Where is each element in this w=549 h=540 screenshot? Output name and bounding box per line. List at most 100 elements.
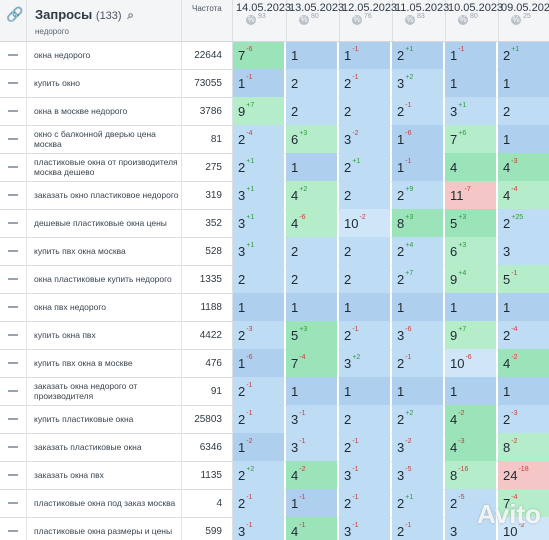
query-text[interactable]: купить окно [34,78,80,88]
position-cell[interactable]: 1 [445,293,497,321]
date-column-header[interactable]: 12.05.2023% 76 [339,0,397,41]
table-row[interactable]: окна пластиковые купить недорого 1335 2 2 2 2… [0,265,549,294]
position-cell[interactable]: 4-2 [445,405,497,433]
position-cell[interactable]: 7-6 [233,41,285,69]
query-text[interactable]: купить пластиковые окна [34,414,134,424]
date-column-header[interactable]: 13.05.2023% 80 [286,0,344,41]
table-row[interactable]: заказать окна пвх 1135 2+2 4-2 3-1 3-5 8-16 24-… [0,461,549,490]
position-cell[interactable]: 3-1 [286,433,338,461]
search-icon[interactable]: ⌕ [127,8,134,22]
row-toggle[interactable] [8,530,18,532]
query-text[interactable]: пластиковые окна от производителя москва… [34,157,178,177]
position-cell[interactable]: 2 [286,97,338,125]
row-toggle[interactable] [8,502,18,504]
row-toggle[interactable] [8,334,18,336]
position-cell[interactable]: 2+1 [392,489,444,517]
query-text[interactable]: пластиковые окна размеры и цены [34,526,173,536]
position-cell[interactable]: 2 [339,237,391,265]
row-toggle[interactable] [8,446,18,448]
position-cell[interactable]: 1 [286,377,338,405]
row-toggle[interactable] [8,390,18,392]
row-toggle[interactable] [8,194,18,196]
position-cell[interactable]: 1-2 [233,433,285,461]
position-cell[interactable]: 2-3 [498,405,549,433]
position-cell[interactable]: 24-18 [498,461,549,489]
position-cell[interactable]: 1 [286,293,338,321]
row-toggle[interactable] [8,306,18,308]
row-toggle[interactable] [8,278,18,280]
query-text[interactable]: заказать пластиковые окна [34,442,142,452]
position-cell[interactable]: 2-1 [233,377,285,405]
position-cell[interactable]: 1 [498,125,549,153]
position-cell[interactable]: 7-4 [286,349,338,377]
position-cell[interactable]: 2-1 [339,321,391,349]
row-toggle[interactable] [8,222,18,224]
position-cell[interactable]: 2 [339,97,391,125]
query-text[interactable]: купить окна пвх [34,330,96,340]
table-row[interactable]: купить пвх окна москва 528 3+1 2 2 2+4 6+3 3 [0,237,549,266]
position-cell[interactable]: 1-1 [339,41,391,69]
position-cell[interactable]: 2+7 [392,265,444,293]
position-cell[interactable]: 1 [445,377,497,405]
position-cell[interactable]: 1 [392,377,444,405]
position-cell[interactable]: 2-1 [392,349,444,377]
row-toggle[interactable] [8,110,18,112]
position-cell[interactable]: 1 [498,377,549,405]
queries-column-header[interactable]: Запросы (133) ⌕ недорого [26,0,182,41]
table-row[interactable]: пластиковые окна под заказ москва 4 2-1 1-1… [0,489,549,518]
position-cell[interactable]: 2 [498,97,549,125]
date-column-header[interactable]: 11.05.2023% 83 [392,0,449,41]
position-cell[interactable]: 1-1 [445,41,497,69]
position-cell[interactable]: 4-3 [445,433,497,461]
position-cell[interactable]: 3-1 [339,461,391,489]
row-toggle[interactable] [8,474,18,476]
position-cell[interactable]: 2+2 [233,461,285,489]
position-cell[interactable]: 6+3 [286,125,338,153]
link-icon[interactable]: 🔗 [6,6,24,22]
table-row[interactable]: дешевые пластиковые окна цены 352 3+1 4-6 10… [0,209,549,238]
position-cell[interactable]: 9+7 [445,321,497,349]
position-cell[interactable]: 5-1 [498,265,549,293]
position-cell[interactable]: 3-1 [286,405,338,433]
position-cell[interactable]: 8+3 [392,209,444,237]
table-row[interactable]: заказать окна недорого от производителя 9… [0,377,549,406]
row-toggle[interactable] [8,362,18,364]
position-cell[interactable]: 3 [445,517,497,540]
position-cell[interactable]: 2+1 [392,41,444,69]
link-column-header[interactable]: 🔗 [0,0,27,41]
position-cell[interactable]: 2-1 [392,517,444,540]
position-cell[interactable]: 3+2 [392,69,444,97]
row-toggle[interactable] [8,54,18,56]
table-row[interactable]: окна пвх недорого 1188 1 1 1 1 1 1 [0,293,549,322]
position-cell[interactable]: 5+3 [286,321,338,349]
position-cell[interactable]: 8-16 [445,461,497,489]
position-cell[interactable]: 3 [498,237,549,265]
position-cell[interactable]: 3+2 [339,349,391,377]
position-cell[interactable]: 4-1 [286,517,338,540]
position-cell[interactable]: 4 [445,153,497,181]
query-text[interactable]: окна пвх недорого [34,302,106,312]
position-cell[interactable]: 2+9 [392,181,444,209]
table-row[interactable]: заказать пластиковые окна 6346 1-2 3-1 2-1 3-… [0,433,549,462]
position-cell[interactable]: 10-6 [445,349,497,377]
position-cell[interactable]: 3+1 [445,97,497,125]
table-row[interactable]: купить пвх окна в москве 476 1-6 7-4 3+2 2-1 1… [0,349,549,378]
position-cell[interactable]: 4-2 [286,461,338,489]
position-cell[interactable]: 3-6 [392,321,444,349]
frequency-column-header[interactable]: Частота [182,0,233,41]
position-cell[interactable]: 2+1 [233,153,285,181]
position-cell[interactable]: 1 [445,69,497,97]
position-cell[interactable]: 3-2 [392,433,444,461]
position-cell[interactable]: 2-1 [339,433,391,461]
table-row[interactable]: окна недорого 22644 7-6 1 1-1 2+1 1-1 2+1 [0,41,549,70]
position-cell[interactable]: 1 [339,293,391,321]
position-cell[interactable]: 6+3 [445,237,497,265]
position-cell[interactable]: 2-1 [339,489,391,517]
position-cell[interactable]: 5+3 [445,209,497,237]
position-cell[interactable]: 3-1 [339,517,391,540]
date-column-header[interactable]: 10.05.2023% 80 [445,0,503,41]
position-cell[interactable]: 2 [233,265,285,293]
query-text[interactable]: окна пластиковые купить недорого [34,274,172,284]
position-cell[interactable]: 2-3 [233,321,285,349]
position-cell[interactable]: 2+1 [339,153,391,181]
